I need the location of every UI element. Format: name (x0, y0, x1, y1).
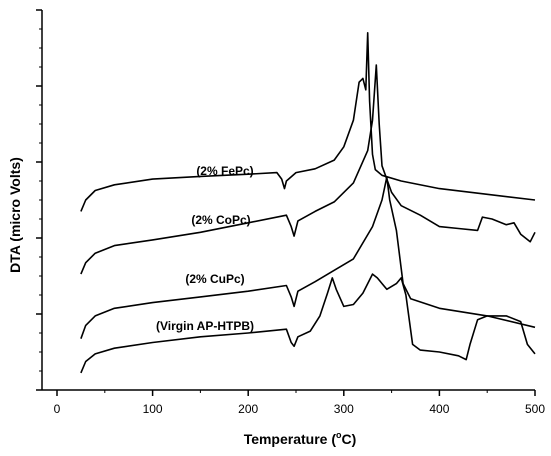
series-labels: (2% FePc) (2% CoPc) (2% CuPc) (Virgin AP-HT… (156, 164, 254, 333)
y-axis-title: DTA (micro Volts) (7, 157, 23, 273)
series-label: (2% CuPc) (185, 272, 244, 286)
y-axis-ticks (36, 9, 42, 391)
series-label: (Virgin AP-HTPB) (156, 319, 254, 333)
series-line (80, 176, 536, 339)
series-line (80, 31, 536, 212)
x-tick-label: 300 (334, 402, 354, 416)
series-lines (80, 31, 536, 374)
series-label: (2% FePc) (196, 164, 253, 178)
x-tick-label: 200 (238, 402, 258, 416)
series-line (80, 64, 536, 275)
series-line (80, 273, 536, 374)
x-tick-label: 500 (525, 402, 545, 416)
x-axis-ticks: 0 100 200 300 400 500 (54, 390, 545, 416)
x-tick-label: 400 (429, 402, 449, 416)
series-label: (2% CoPc) (191, 213, 250, 227)
x-tick-label: 100 (143, 402, 163, 416)
x-tick-label: 0 (54, 402, 61, 416)
x-axis-title: Temperature (oC) (244, 430, 357, 447)
